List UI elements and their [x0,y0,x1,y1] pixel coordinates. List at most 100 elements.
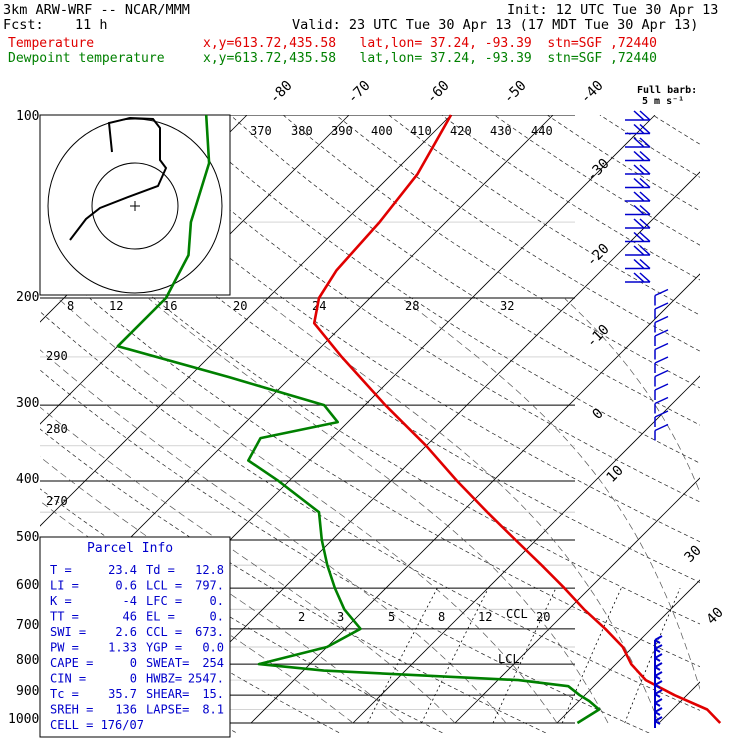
wind-barbs [625,110,669,728]
pressure-label-700: 700 [16,618,39,633]
hodograph [39,114,231,296]
theta-label-430: 430 [490,124,512,138]
parcel-key: YGP = [146,641,182,655]
moist-adiabat-10 [57,297,558,724]
parcel-key: CAPE = [50,656,93,670]
theta-label-270: 270 [46,494,68,508]
parcel-key: SWEAT= [146,656,189,670]
parcel-key: EL = [146,610,175,624]
isotherm--10 [352,375,700,724]
parcel-key: CCL = [146,625,182,639]
isotherm-label-m80: -80 [267,78,296,107]
forecast-label: Fcst: [3,17,44,33]
parcel-key: TT = [50,610,79,624]
hodograph-speed-16: 16 [163,299,177,313]
parcel-key: LCL = [146,579,182,593]
parcel-value: 0. [210,594,224,608]
wind-barb [625,191,651,202]
wind-barb-low [654,671,663,680]
wind-barb [654,315,669,333]
isotherm-label-m50: -50 [501,78,530,107]
parcel-key: PW = [50,641,79,655]
pressure-label-200: 200 [16,290,39,305]
parcel-value: 23.4 [108,563,137,577]
parcel-value: 35.7 [108,687,137,701]
wind-barb-low [654,653,663,662]
hodograph-trace [69,116,168,241]
parcel-value: 46 [123,610,137,624]
hodograph-center [130,201,140,211]
wind-barb [625,258,651,270]
isotherm-label-m60: -60 [424,78,453,107]
theta-label-280: 280 [46,422,68,436]
parcel-key: Td = [146,563,175,577]
isotherm-label-m40: -40 [578,78,607,107]
parcel-key: LFC = [146,594,182,608]
mixing-ratio-label-5: 5 [388,610,395,624]
dry-adiabat-350 [124,115,700,503]
mixing-ratio-line-12 [624,587,681,724]
parcel-value: 15. [202,687,224,701]
wind-barb [654,396,669,414]
dry-adiabat-440 [599,115,700,178]
parcel-key: LAPSE= [146,703,189,717]
wind-barb [654,342,669,360]
dry-adiabat-290 [40,369,650,733]
isotherm-label-0: 0 [590,406,607,423]
parcel-key: SWI = [50,625,86,639]
hodograph-ring-10 [91,162,179,250]
mixing-ratio-line-8 [561,587,622,724]
dry-adiabat-320 [40,195,700,625]
wind-barb [654,329,669,346]
parcel-value: 12.8 [195,563,224,577]
wind-barb [625,177,651,189]
dry-adiabat-370 [230,115,700,426]
pressure-label-100: 100 [16,109,39,124]
dry-adiabat-380 [282,115,700,389]
isotherm-label-m70: -70 [345,78,374,107]
parcel-value: 797. [195,579,224,593]
hodograph-speed-28: 28 [405,299,419,313]
ccl-label: CCL [506,607,528,621]
isotherm--20 [250,273,700,724]
pressure-label-600: 600 [16,578,39,593]
mixing-ratio-line-3 [421,587,489,724]
parcel-info-title: Parcel Info [87,541,173,556]
parcel-key: HWBZ= [146,672,182,686]
hodograph-speed-20: 20 [233,299,247,313]
wind-barb [625,272,651,283]
barb-legend-units: 5 m s⁻¹ [642,96,684,107]
parcel-value: 1.33 [108,641,137,655]
isotherm--30 [148,171,700,724]
parcel-info-frame [39,536,231,738]
dry-adiabat-300 [40,311,700,711]
isotherm--70 [40,115,350,425]
parcel-value: 0 [130,656,137,670]
parcel-key: Tc = [50,687,79,701]
pressure-label-900: 900 [16,684,39,699]
moist-adiabat-15 [147,297,609,724]
mixing-ratio-label-20: 20 [536,610,550,624]
parcel-value: 2547. [188,672,224,686]
theta-label-390: 390 [331,124,353,138]
pressure-label-1000: 1000 [8,712,39,727]
isotherm-label-m20: -20 [584,241,613,270]
parcel-value: 254 [202,656,224,670]
theta-label-420: 420 [450,124,472,138]
mixing-ratio-line-2 [367,587,438,724]
wind-barb [625,204,651,216]
dry-adiabat-360 [177,115,700,464]
dewpoint-line [116,114,601,725]
parcel-value: 0.0 [202,641,224,655]
mixing-ratio-label-12: 12 [478,610,492,624]
isotherm-label-10: 10 [604,463,627,486]
parcel-value: -4 [123,594,137,608]
hodograph-speed-12: 12 [109,299,123,313]
pressure-label-800: 800 [16,653,39,668]
wind-barb [625,231,651,243]
wind-barb [625,137,651,148]
theta-label-440: 440 [531,124,553,138]
init-time: Init: 12 UTC Tue 30 Apr 13 [507,2,719,18]
isotherm-label-m30: -30 [584,156,613,185]
